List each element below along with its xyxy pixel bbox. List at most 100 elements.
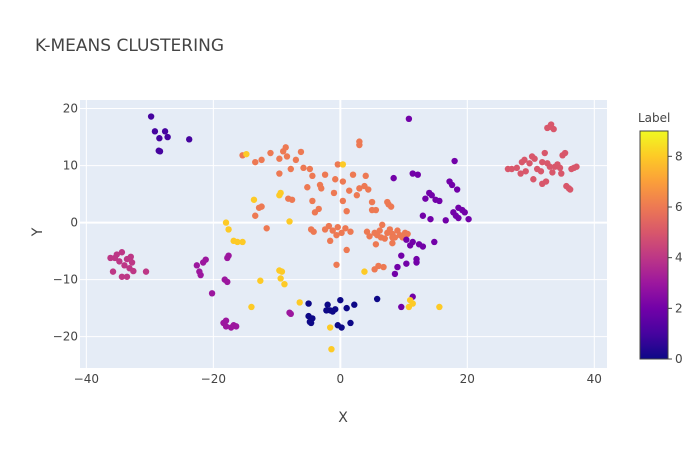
scatter-point[interactable] — [561, 149, 569, 157]
scatter-point[interactable] — [353, 192, 361, 199]
scatter-point[interactable] — [263, 225, 270, 232]
scatter-point[interactable] — [550, 125, 557, 133]
scatter-point[interactable] — [375, 262, 382, 270]
scatter-point[interactable] — [199, 259, 207, 266]
scatter-point[interactable] — [347, 228, 354, 235]
scatter-point[interactable] — [366, 233, 373, 240]
scatter-point[interactable] — [558, 170, 565, 177]
scatter-point[interactable] — [325, 222, 333, 230]
scatter-point[interactable] — [326, 324, 334, 331]
scatter-point[interactable] — [304, 184, 311, 191]
scatter-point[interactable] — [127, 253, 134, 261]
scatter-point[interactable] — [504, 165, 512, 173]
scatter-point[interactable] — [431, 238, 438, 246]
scatter-point[interactable] — [328, 345, 335, 353]
scatter-point[interactable] — [252, 212, 259, 219]
scatter-point[interactable] — [300, 164, 307, 172]
scatter-point[interactable] — [413, 259, 420, 266]
scatter-point[interactable] — [186, 136, 193, 143]
scatter-point[interactable] — [517, 170, 524, 177]
scatter-point[interactable] — [309, 197, 316, 205]
scatter-point[interactable] — [267, 149, 274, 157]
scatter-point[interactable] — [342, 225, 349, 232]
scatter-point[interactable] — [306, 165, 314, 173]
scatter-point[interactable] — [409, 170, 416, 177]
scatter-point[interactable] — [208, 290, 216, 297]
scatter-point[interactable] — [332, 176, 339, 183]
scatter-point[interactable] — [531, 155, 538, 162]
scatter-point[interactable] — [427, 215, 434, 223]
scatter-point[interactable] — [368, 206, 376, 214]
scatter-point[interactable] — [121, 262, 128, 269]
scatter-point[interactable] — [398, 252, 405, 259]
scatter-point[interactable] — [333, 261, 340, 268]
scatter-point[interactable] — [368, 198, 376, 206]
scatter-point[interactable] — [391, 270, 399, 278]
scatter-point[interactable] — [258, 156, 265, 164]
scatter-point[interactable] — [116, 258, 123, 265]
scatter-point[interactable] — [541, 149, 548, 157]
scatter-point[interactable] — [422, 195, 429, 202]
scatter-point[interactable] — [513, 164, 521, 172]
scatter-point[interactable] — [197, 271, 204, 279]
scatter-point[interactable] — [414, 171, 421, 178]
scatter-point[interactable] — [257, 277, 264, 284]
scatter-point[interactable] — [405, 115, 413, 123]
scatter-point[interactable] — [343, 246, 350, 254]
scatter-point[interactable] — [278, 268, 286, 275]
scatter-point[interactable] — [347, 319, 354, 327]
scatter-point[interactable] — [326, 237, 334, 245]
scatter-point[interactable] — [389, 239, 396, 247]
scatter-point[interactable] — [324, 301, 331, 308]
scatter-point[interactable] — [156, 148, 164, 155]
scatter-point[interactable] — [351, 301, 358, 308]
scatter-point[interactable] — [252, 158, 259, 166]
scatter-point[interactable] — [365, 186, 372, 193]
scatter-point[interactable] — [287, 310, 294, 318]
scatter-point[interactable] — [448, 181, 456, 189]
scatter-point[interactable] — [318, 185, 325, 192]
scatter-point[interactable] — [465, 215, 472, 223]
scatter-point[interactable] — [573, 163, 580, 170]
scatter-point[interactable] — [556, 164, 564, 172]
scatter-point[interactable] — [305, 300, 312, 307]
scatter-point[interactable] — [276, 170, 283, 177]
scatter-point[interactable] — [225, 226, 232, 233]
scatter-point[interactable] — [307, 226, 315, 233]
scatter-point[interactable] — [387, 203, 395, 210]
scatter-point[interactable] — [442, 217, 449, 224]
scatter-point[interactable] — [542, 178, 550, 185]
scatter-point[interactable] — [372, 241, 380, 248]
scatter-point[interactable] — [537, 168, 545, 175]
scatter-point[interactable] — [451, 157, 458, 165]
scatter-point[interactable] — [338, 324, 345, 331]
scatter-point[interactable] — [111, 254, 119, 262]
scatter-point[interactable] — [292, 156, 300, 164]
scatter-point[interactable] — [334, 223, 341, 231]
scatter-point[interactable] — [250, 196, 258, 203]
scatter-point[interactable] — [362, 172, 369, 180]
scatter-point[interactable] — [309, 172, 316, 180]
scatter-point[interactable] — [349, 171, 357, 178]
scatter-point[interactable] — [343, 304, 350, 312]
scatter-point[interactable] — [453, 186, 461, 193]
scatter-point[interactable] — [164, 133, 171, 141]
scatter-point[interactable] — [461, 209, 468, 216]
scatter-point[interactable] — [343, 207, 350, 215]
scatter-point[interactable] — [330, 189, 338, 197]
scatter-point[interactable] — [232, 323, 240, 330]
scatter-point[interactable] — [161, 128, 169, 135]
scatter-point[interactable] — [356, 138, 363, 145]
scatter-point[interactable] — [286, 218, 293, 225]
scatter-point[interactable] — [332, 306, 339, 313]
scatter-point[interactable] — [337, 296, 344, 304]
scatter-point[interactable] — [224, 278, 231, 286]
scatter-point[interactable] — [409, 300, 416, 307]
scatter-point[interactable] — [306, 318, 314, 326]
scatter-point[interactable] — [346, 187, 353, 194]
scatter-point[interactable] — [356, 185, 363, 192]
scatter-point[interactable] — [406, 242, 414, 249]
scatter-point[interactable] — [455, 214, 462, 222]
scatter-point[interactable] — [404, 230, 411, 238]
scatter-point[interactable] — [373, 295, 381, 303]
